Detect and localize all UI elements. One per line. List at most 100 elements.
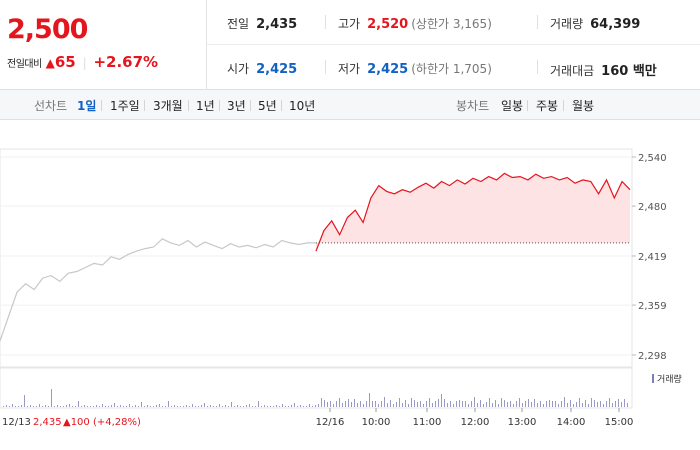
line-chart-label: 선차트 xyxy=(34,99,68,113)
volume-bar xyxy=(384,397,385,407)
volume-bar xyxy=(420,401,421,407)
volume-bar xyxy=(615,401,616,407)
volume-bar xyxy=(102,404,103,407)
volume-bar xyxy=(624,399,625,407)
tab-monthly-candle[interactable]: 월봉 xyxy=(572,99,595,113)
volume-bar xyxy=(111,405,112,407)
volume-bar xyxy=(372,401,373,407)
volume-bar xyxy=(525,401,526,407)
volume-bar xyxy=(429,398,430,407)
prev-day-date: 12/13 xyxy=(2,417,31,428)
volume-bar xyxy=(339,398,340,407)
volume-bar xyxy=(480,400,481,407)
low-value: 2,425 xyxy=(367,62,409,77)
volume-bar xyxy=(120,405,121,407)
tab-3m[interactable]: 3개월 xyxy=(153,99,183,113)
price-panel-frame xyxy=(0,148,633,368)
volume-bar xyxy=(90,406,91,407)
tab-daily-candle[interactable]: 일봉 xyxy=(501,99,524,113)
volume-bar xyxy=(276,405,277,407)
tab-divider xyxy=(144,100,145,111)
volume-bar xyxy=(144,406,145,407)
volume-bar xyxy=(534,399,535,407)
volume-bar xyxy=(567,403,568,407)
volume-bar xyxy=(159,404,160,407)
volume-bar xyxy=(315,405,316,407)
volume-bar xyxy=(177,406,178,407)
tab-1y[interactable]: 1년 xyxy=(196,99,215,113)
volume-bar xyxy=(351,402,352,407)
volume-bar xyxy=(153,406,154,407)
volume-bar xyxy=(69,404,70,407)
price-chart: 2,540 2,480 2,419 2,359 2,298 12/16 10:00 11:0… xyxy=(0,120,700,450)
stats-divider xyxy=(537,60,538,74)
volume-bar xyxy=(408,404,409,407)
tab-divider xyxy=(219,100,220,111)
trade-amount-value: 160 백만 xyxy=(601,64,657,79)
volume-bar xyxy=(132,406,133,407)
volume-legend-swatch xyxy=(652,374,654,383)
volume-bar xyxy=(288,406,289,407)
volume-bar xyxy=(240,406,241,407)
volume-bar xyxy=(195,406,196,407)
volume-bar xyxy=(330,401,331,407)
volume-bar xyxy=(87,406,88,407)
volume-bar xyxy=(129,404,130,407)
volume-bar xyxy=(81,406,82,407)
change-divider: | xyxy=(82,56,87,70)
volume-bar xyxy=(42,406,43,407)
volume-bar xyxy=(489,398,490,407)
volume-bar xyxy=(396,402,397,407)
volume-bar xyxy=(552,401,553,407)
prev-close-value: 2,435 xyxy=(256,17,298,32)
volume-bar xyxy=(312,406,313,407)
volume-bar xyxy=(141,402,142,407)
volume-bar xyxy=(27,406,28,407)
volume-bar xyxy=(297,406,298,407)
volume-bar xyxy=(378,404,379,407)
tab-5y[interactable]: 5년 xyxy=(258,99,277,113)
volume-bar xyxy=(84,405,85,407)
up-arrow-icon: ▲ xyxy=(45,56,55,70)
today-area-fill xyxy=(316,173,630,252)
volume-bar xyxy=(249,404,250,407)
volume-bar xyxy=(300,405,301,407)
volume-bar xyxy=(264,405,265,407)
tab-divider xyxy=(101,100,102,111)
tab-10y[interactable]: 10년 xyxy=(289,99,316,113)
volume-bar xyxy=(582,403,583,407)
volume-bar xyxy=(477,403,478,407)
volume-label: 거래량 xyxy=(550,17,584,31)
volume-bar xyxy=(261,406,262,407)
volume-bar xyxy=(54,406,55,407)
volume-bar xyxy=(375,401,376,407)
tab-1d[interactable]: 1일 xyxy=(77,99,97,113)
volume-bar xyxy=(387,403,388,407)
volume-bar xyxy=(108,406,109,407)
volume-bar xyxy=(174,405,175,407)
change-percent: +2.67% xyxy=(93,53,159,71)
volume-bar xyxy=(456,401,457,407)
tab-divider xyxy=(188,100,189,111)
volume-bar xyxy=(423,404,424,407)
volume-bar xyxy=(99,406,100,407)
volume-bar xyxy=(333,404,334,407)
tab-1w[interactable]: 1주일 xyxy=(110,99,140,113)
volume-bar xyxy=(9,406,10,407)
volume-bar xyxy=(405,400,406,407)
volume-bar xyxy=(543,404,544,407)
tab-weekly-candle[interactable]: 주봉 xyxy=(536,99,559,113)
high: 고가 2,520 (상한가 3,165) xyxy=(338,15,492,32)
volume-bar xyxy=(531,402,532,407)
tab-3y[interactable]: 3년 xyxy=(227,99,246,113)
volume-bar xyxy=(363,404,364,407)
volume-bar xyxy=(186,405,187,407)
volume-bar xyxy=(273,406,274,407)
volume-bar xyxy=(513,404,514,407)
volume-bar xyxy=(486,402,487,407)
volume-bar xyxy=(51,389,52,407)
volume-bar xyxy=(204,403,205,407)
volume-bar xyxy=(267,406,268,407)
volume-bar xyxy=(303,406,304,407)
volume-bar xyxy=(201,405,202,407)
